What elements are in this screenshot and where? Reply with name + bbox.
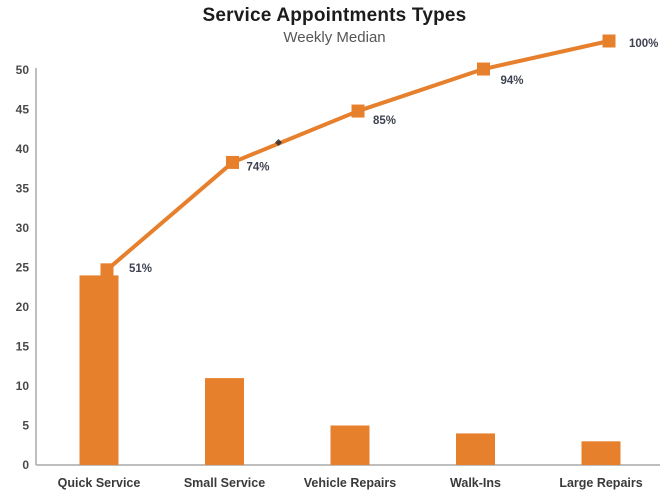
category-label-small-service: Small Service	[184, 476, 265, 490]
category-label-quick-service: Quick Service	[58, 476, 141, 490]
y-tick-label-45: 45	[16, 103, 30, 117]
y-tick-label-5: 5	[22, 419, 29, 433]
y-tick-label-30: 30	[16, 221, 30, 235]
marker-94-	[477, 62, 490, 76]
chart-title: Service Appointments Types	[202, 5, 467, 26]
bar-vehicle-repairs	[330, 425, 370, 465]
marker-100-	[602, 34, 616, 48]
bar-small-service	[205, 378, 244, 465]
category-label-walk-ins: Walk-Ins	[450, 476, 501, 490]
data-label-51-: 51%	[129, 263, 152, 275]
marker-85-	[351, 104, 365, 118]
cumulative-line	[105, 39, 610, 272]
chart-subtitle: Weekly Median	[283, 29, 386, 46]
y-tick-label-10: 10	[16, 379, 30, 393]
y-tick-label-40: 40	[16, 142, 30, 156]
category-label-vehicle-repairs: Vehicle Repairs	[304, 476, 396, 490]
bar-quick-service	[79, 275, 119, 465]
y-tick-label-50: 50	[16, 63, 30, 77]
y-tick-label-25: 25	[16, 261, 30, 275]
y-tick-label-0: 0	[22, 458, 29, 472]
y-tick-label-35: 35	[16, 182, 30, 196]
data-label-100-: 100%	[629, 38, 658, 50]
data-label-85-: 85%	[373, 115, 396, 127]
y-tick-label-20: 20	[16, 300, 30, 314]
marker-51-	[100, 263, 114, 277]
bar-walk-ins	[456, 433, 495, 465]
bar-large-repairs	[581, 441, 621, 465]
marker-74-	[226, 155, 239, 169]
category-label-large-repairs: Large Repairs	[559, 476, 642, 490]
y-tick-label-15: 15	[16, 340, 30, 354]
data-label-94-: 94%	[501, 75, 524, 87]
data-label-74-: 74%	[247, 161, 270, 173]
